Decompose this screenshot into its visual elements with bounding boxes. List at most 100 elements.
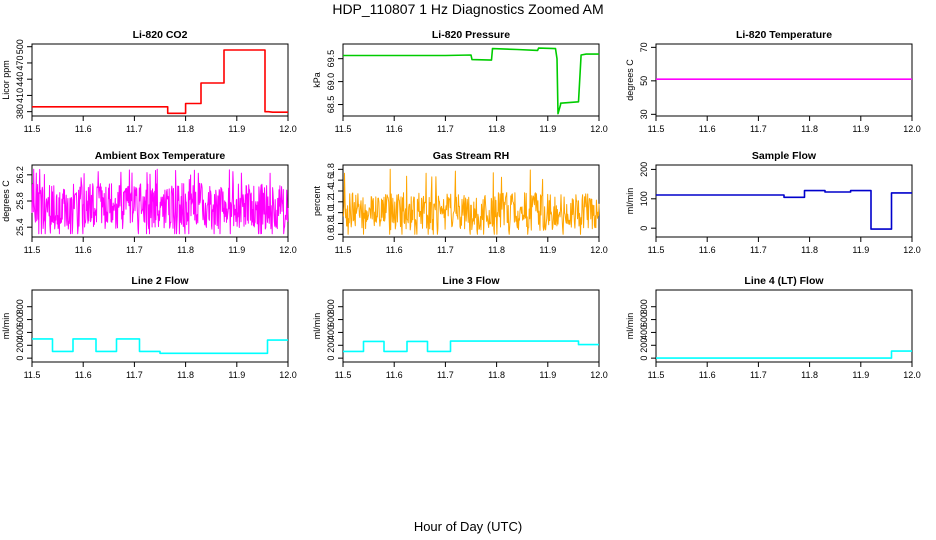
x-tick-label: 11.9 — [539, 245, 556, 255]
x-tick-label: 11.6 — [75, 370, 92, 380]
series-line-pressure-0 — [343, 47, 599, 115]
plot-frame — [31, 43, 289, 117]
x-tick-label: 11.9 — [228, 370, 245, 380]
panel-title: Line 4 (LT) Flow — [744, 275, 824, 287]
x-tick-label: 12.0 — [279, 245, 297, 255]
x-tick-label: 12.0 — [279, 370, 297, 380]
y-tick-label: 440 — [15, 72, 25, 87]
y-tick-label: 470 — [15, 55, 25, 70]
panel-title: Gas Stream RH — [433, 150, 509, 162]
x-tick-label: 11.6 — [699, 370, 716, 380]
y-tick-label: 200 — [639, 162, 649, 177]
x-tick-label: 11.8 — [488, 370, 505, 380]
y-tick-label: 400 — [15, 325, 25, 340]
y-tick-label: 69.5 — [326, 50, 336, 68]
x-tick-label: 11.5 — [335, 370, 352, 380]
y-tick-label: 0 — [639, 356, 649, 361]
x-tick-label: 11.9 — [228, 124, 245, 134]
plot-frame — [31, 289, 289, 363]
y-tick-label: 600 — [15, 312, 25, 327]
panel-title: Sample Flow — [752, 150, 817, 162]
panel-line2: Line 2 Flow 11.5 11.6 11.7 11.8 11.9 12.0 0 2004… — [1, 275, 297, 380]
x-tick-label: 11.7 — [750, 245, 767, 255]
y-tick-label: 30 — [639, 109, 649, 119]
y-tick-label: 400 — [326, 325, 336, 340]
panel-title: Ambient Box Temperature — [95, 150, 226, 162]
x-tick-label: 11.8 — [801, 124, 818, 134]
y-axis-label: ml/min — [625, 313, 635, 340]
panel-sampleflow: Sample Flow 11.5 11.6 11.7 11.8 11.9 12.0 0 100 2… — [625, 150, 921, 255]
panel-co2: Li-820 CO2 11.5 11.6 11.7 11.8 11.9 12.0 380410… — [1, 29, 297, 134]
y-tick-label: 600 — [326, 312, 336, 327]
x-tick-label: 11.8 — [177, 245, 194, 255]
y-tick-label: 380 — [15, 104, 25, 119]
y-tick-label: 69.0 — [326, 73, 336, 91]
y-tick-label: 500 — [15, 39, 25, 54]
x-tick-label: 11.8 — [177, 370, 194, 380]
x-tick-label: 11.8 — [177, 124, 194, 134]
y-axis-label: kPa — [312, 72, 322, 88]
y-tick-label: 0.8 — [326, 217, 336, 230]
x-tick-label: 11.5 — [335, 245, 352, 255]
y-tick-label: 600 — [639, 312, 649, 327]
x-tick-label: 11.7 — [437, 124, 454, 134]
x-tick-label: 12.0 — [590, 124, 608, 134]
y-tick-label: 400 — [639, 325, 649, 340]
series-line-boxtemp-0 — [31, 168, 289, 235]
x-tick-label: 11.6 — [75, 245, 92, 255]
y-tick-label: 200 — [326, 338, 336, 353]
y-tick-label: 410 — [15, 88, 25, 103]
x-tick-label: 11.6 — [386, 370, 403, 380]
x-tick-label: 11.9 — [228, 245, 245, 255]
panel-title: Li-820 CO2 — [133, 29, 188, 41]
panel-title: Line 2 Flow — [131, 275, 189, 287]
plot-frame — [655, 164, 913, 238]
panel-temp820: Li-820 Temperature 11.5 11.6 11.7 11.8 11.9 12… — [625, 29, 921, 134]
y-axis-label: ml/min — [625, 188, 635, 215]
x-tick-label: 11.5 — [648, 245, 665, 255]
series-line-line2-0 — [32, 338, 288, 355]
panel-title: Li-820 Pressure — [432, 29, 510, 41]
y-tick-label: 800 — [15, 299, 25, 314]
y-tick-label: 100 — [639, 191, 649, 206]
plot-frame — [342, 289, 600, 363]
y-tick-label: 1.0 — [326, 206, 336, 219]
x-tick-label: 11.7 — [750, 370, 767, 380]
x-tick-label: 11.7 — [126, 124, 143, 134]
x-tick-label: 11.7 — [126, 370, 143, 380]
x-tick-label: 11.7 — [437, 245, 454, 255]
x-tick-label: 12.0 — [590, 245, 608, 255]
y-tick-label: 0 — [326, 356, 336, 361]
x-tick-label: 12.0 — [903, 124, 921, 134]
x-tick-label: 11.5 — [335, 124, 352, 134]
panel-line3: Line 3 Flow 11.5 11.6 11.7 11.8 11.9 12.0 0 2004… — [312, 275, 608, 380]
x-tick-label: 11.5 — [24, 245, 41, 255]
plot-frame — [655, 289, 913, 363]
y-axis-label: ml/min — [312, 313, 322, 340]
x-tick-label: 11.9 — [852, 124, 869, 134]
x-tick-label: 11.8 — [801, 370, 818, 380]
x-tick-label: 11.7 — [437, 370, 454, 380]
x-tick-label: 11.6 — [386, 245, 403, 255]
y-tick-label: 26.2 — [15, 166, 25, 184]
x-tick-label: 12.0 — [903, 370, 921, 380]
series-line-sampleflow-0 — [656, 189, 912, 230]
y-tick-label: 200 — [639, 338, 649, 353]
series-line-co2-0 — [32, 49, 288, 115]
panel-title: Line 3 Flow — [442, 275, 500, 287]
figure-xlabel: Hour of Day (UTC) — [414, 519, 522, 534]
y-axis-label: degrees C — [1, 180, 11, 222]
x-tick-label: 11.8 — [488, 124, 505, 134]
y-tick-label: 0 — [15, 356, 25, 361]
y-tick-label: 68.5 — [326, 96, 336, 114]
y-axis-label: ml/min — [1, 313, 11, 340]
y-tick-label: 25.4 — [15, 218, 25, 236]
x-tick-label: 11.5 — [24, 124, 41, 134]
x-tick-label: 11.6 — [75, 124, 92, 134]
x-tick-label: 11.7 — [750, 124, 767, 134]
plot-frame — [655, 43, 913, 117]
panel-line4: Line 4 (LT) Flow 11.5 11.6 11.7 11.8 11.9 12.0… — [625, 275, 921, 380]
y-tick-label: 1.4 — [326, 185, 336, 198]
plot-frame — [342, 164, 600, 238]
y-tick-label: 200 — [15, 338, 25, 353]
